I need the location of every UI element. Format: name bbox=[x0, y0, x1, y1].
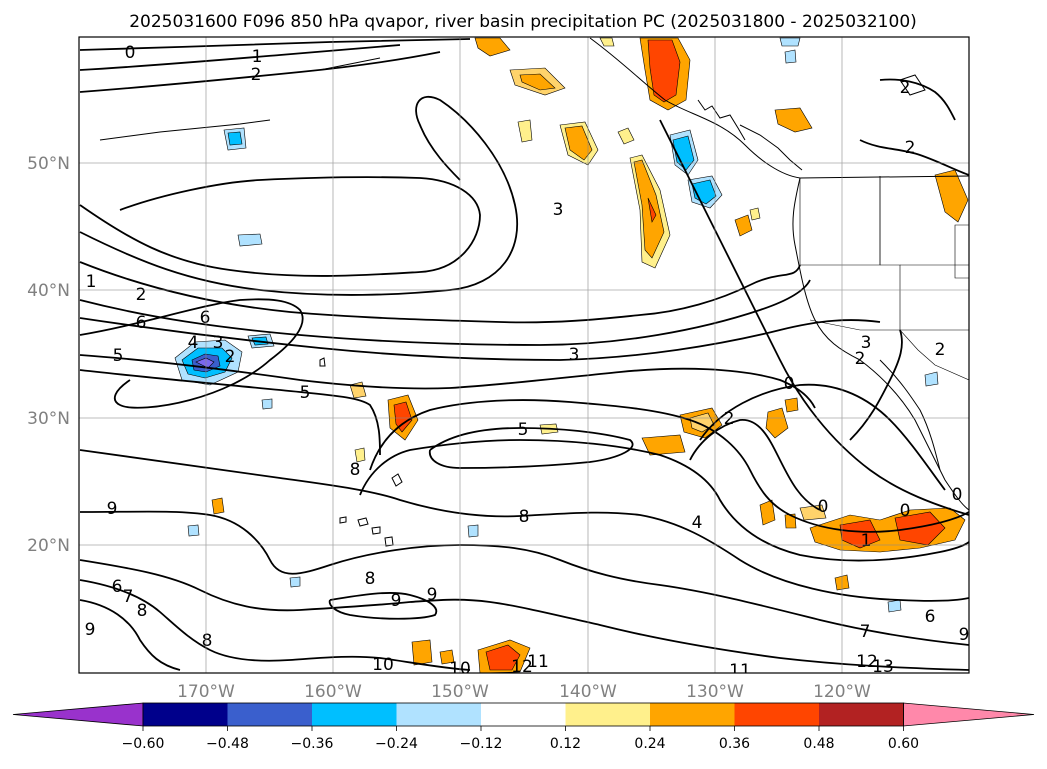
lon-label: 150°W bbox=[431, 682, 489, 702]
longitude-labels: 170°W 160°W 150°W 140°W 130°W 120°W bbox=[177, 682, 871, 702]
colorbar-tick-label: −0.36 bbox=[291, 736, 334, 752]
contour-label: 3 bbox=[213, 333, 224, 353]
colorbar-tick-label: 0.60 bbox=[888, 736, 919, 752]
lat-label: 30°N bbox=[27, 409, 70, 429]
contour-label: 5 bbox=[113, 346, 124, 366]
contour-label: 8 bbox=[519, 507, 530, 527]
colorbar-segment bbox=[734, 703, 819, 726]
lon-label: 160°W bbox=[304, 682, 362, 702]
contour-label: 4 bbox=[188, 333, 199, 353]
colorbar-tick-label: 0.12 bbox=[550, 736, 581, 752]
contour-label: 8 bbox=[365, 569, 376, 589]
contour-label: 12 bbox=[856, 652, 878, 672]
contour-label: 0 bbox=[952, 485, 963, 505]
state-borders bbox=[799, 176, 969, 381]
contour-label: 6 bbox=[925, 607, 936, 627]
graticule bbox=[79, 37, 969, 673]
contour-label: 0 bbox=[125, 43, 136, 63]
colorbar-segment bbox=[481, 703, 566, 726]
colorbar-tick-label: 0.48 bbox=[803, 736, 834, 752]
colorbar-segment bbox=[312, 703, 397, 726]
contour-label: 9 bbox=[959, 625, 970, 645]
contour-label: 2 bbox=[251, 65, 262, 85]
lon-label: 140°W bbox=[559, 682, 617, 702]
negative-precip-shading bbox=[174, 37, 939, 613]
contour-label: 0 bbox=[818, 497, 829, 517]
map-border bbox=[78, 36, 970, 674]
contour-label: 11 bbox=[527, 652, 549, 672]
contour-label: 2 bbox=[225, 347, 236, 367]
contour-label: 3 bbox=[569, 345, 580, 365]
contour-label: 1 bbox=[86, 272, 97, 292]
contour-label: 6 bbox=[112, 577, 123, 597]
contour-label: 3 bbox=[553, 200, 564, 220]
contour-label: 8 bbox=[202, 631, 213, 651]
lat-label: 40°N bbox=[27, 281, 70, 301]
islands bbox=[319, 357, 403, 547]
contour-label: 11 bbox=[729, 661, 751, 681]
contour-label: 6 bbox=[200, 308, 211, 328]
contour-label: 5 bbox=[518, 420, 529, 440]
contour-label: 2 bbox=[136, 285, 147, 305]
colorbar-segment bbox=[819, 703, 904, 726]
colorbar: −0.60 −0.48 −0.36 −0.24 −0.12 0.12 0.24 … bbox=[12, 702, 1035, 752]
contour-label: 9 bbox=[427, 585, 438, 605]
contour-label: 8 bbox=[137, 601, 148, 621]
contour-label: 0 bbox=[784, 374, 795, 394]
colorbar-tick-label: −0.12 bbox=[460, 736, 503, 752]
map-title: 2025031600 F096 850 hPa qvapor, river ba… bbox=[129, 12, 917, 32]
lat-label: 50°N bbox=[27, 154, 70, 174]
lon-label: 120°W bbox=[813, 682, 871, 702]
contour-label: 12 bbox=[511, 657, 533, 677]
contour-label: 1 bbox=[252, 47, 263, 67]
positive-precip-shading bbox=[211, 37, 969, 673]
colorbar-segment bbox=[143, 703, 228, 726]
colorbar-border bbox=[142, 702, 904, 727]
contour-label: 8 bbox=[350, 460, 361, 480]
contour-label: 5 bbox=[300, 383, 311, 403]
colorbar-tick-label: 0.36 bbox=[719, 736, 750, 752]
contour-label: 0 bbox=[900, 501, 911, 521]
colorbar-tick-label: −0.48 bbox=[206, 736, 249, 752]
colorbar-low-extend bbox=[12, 702, 144, 727]
colorbar-tick-label: −0.24 bbox=[375, 736, 418, 752]
latitude-labels: 50°N 40°N 30°N 20°N bbox=[27, 154, 70, 556]
contour-label: 2 bbox=[905, 138, 916, 158]
contour-label: 1 bbox=[861, 531, 872, 551]
colorbar-segment bbox=[565, 703, 650, 726]
contour-label: 9 bbox=[107, 499, 118, 519]
contour-label: 3 bbox=[861, 333, 872, 353]
contour-label: 13 bbox=[872, 657, 894, 677]
contour-label: 7 bbox=[860, 622, 871, 642]
contour-label: 2 bbox=[900, 78, 911, 98]
colorbar-tick-label: 0.24 bbox=[634, 736, 665, 752]
lon-label: 170°W bbox=[177, 682, 235, 702]
contour-label: 9 bbox=[85, 620, 96, 640]
colorbar-segment bbox=[650, 703, 735, 726]
contour-label: 2 bbox=[724, 409, 735, 429]
colorbar-tick-label: −0.60 bbox=[122, 736, 165, 752]
lat-label: 20°N bbox=[27, 536, 70, 556]
contour-label: 9 bbox=[391, 591, 402, 611]
colorbar-segment bbox=[227, 703, 312, 726]
contour-label: 6 bbox=[136, 313, 147, 333]
lon-label: 130°W bbox=[686, 682, 744, 702]
contour-label: 4 bbox=[692, 513, 703, 533]
colorbar-high-extend bbox=[903, 702, 1035, 727]
contour-label: 2 bbox=[855, 349, 866, 369]
contour-label: 2 bbox=[935, 340, 946, 360]
colorbar-segment bbox=[396, 703, 481, 726]
contour-label: 10 bbox=[372, 655, 394, 675]
contour-label: 7 bbox=[123, 587, 134, 607]
